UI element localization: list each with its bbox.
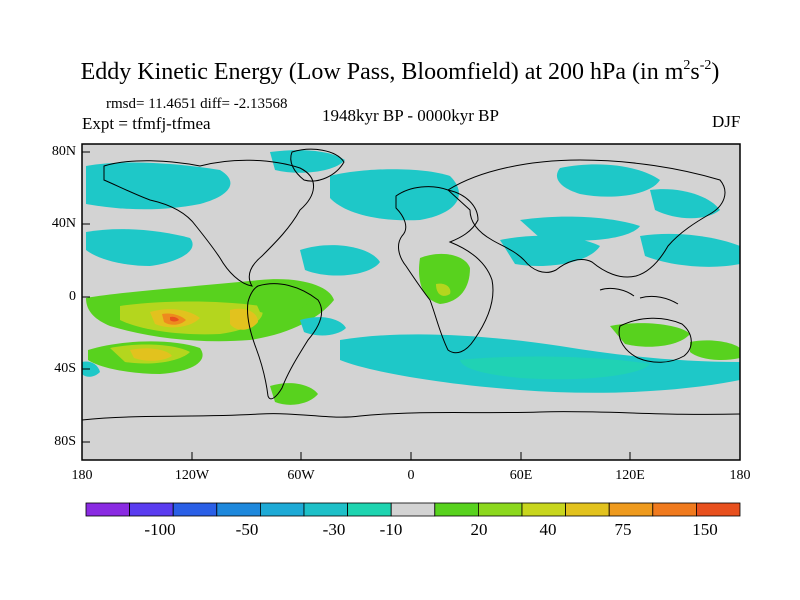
coastlines: [81, 148, 741, 421]
field-s-america-yellow: [230, 308, 258, 330]
colorbar-label-8: 150: [692, 520, 718, 539]
coast-greenland: [290, 148, 345, 182]
lon-label-120w: 120W: [174, 468, 210, 483]
season-label: DJF: [712, 112, 741, 131]
field-n-pacific2-cyan: [86, 229, 193, 266]
field-central-cyan: [300, 245, 380, 276]
coast-indonesia: [599, 287, 679, 305]
coast-australia: [618, 317, 692, 363]
field-n-pacific-cyan: [86, 162, 231, 210]
coast-antarctica: [81, 411, 741, 421]
coast-asia: [447, 159, 726, 278]
lat-label-80s: 80S: [54, 434, 76, 449]
lon-label-120e: 120E: [615, 468, 645, 483]
lon-label-60e: 60E: [509, 468, 533, 483]
colorbar-swatch-14: [652, 502, 697, 517]
colorbar-swatch-8: [390, 502, 436, 517]
field-arctic-cyan: [270, 150, 345, 173]
lat-ticks: [82, 151, 90, 443]
field-africa-yellowgreen: [436, 283, 451, 296]
anomaly-fields: [82, 150, 740, 405]
field-africa-green: [418, 253, 470, 304]
colorbar: [85, 502, 741, 517]
colorbar-label-1: -100: [144, 520, 176, 539]
colorbar-swatch-2: [129, 502, 174, 517]
lon-label-180e: 180: [729, 468, 751, 483]
field-s-pacific-yellow: [130, 348, 172, 361]
colorbar-swatch-5: [259, 502, 305, 517]
lat-label-40n: 40N: [51, 216, 76, 231]
lat-label-0: 0: [69, 289, 76, 304]
colorbar-label-5: 20: [470, 520, 488, 539]
colorbar-label-6: 40: [539, 520, 557, 539]
field-s-indian-teal: [460, 356, 650, 380]
period-label: 1948kyr BP - 0000kyr BP: [322, 106, 499, 125]
field-n-asia-cyan: [556, 164, 660, 197]
lat-label-40s: 40S: [54, 361, 76, 376]
field-w-pacific-cyan-s: [82, 361, 100, 377]
colorbar-swatch-7: [347, 502, 392, 517]
colorbar-swatch-3: [172, 502, 218, 517]
lon-ticks: [81, 452, 741, 460]
field-ne-asia-cyan: [650, 189, 720, 219]
field-s-atlantic-cyan: [300, 317, 346, 336]
colorbar-swatch-12: [565, 502, 610, 517]
stats-label: rmsd= 11.4651 diff= -2.13568: [106, 96, 288, 112]
field-s-america-green: [250, 285, 310, 315]
colorbar-swatch-10: [477, 502, 523, 517]
coast-south-america: [247, 283, 323, 400]
chart-title: Eddy Kinetic Energy (Low Pass, Bloomfiel…: [80, 58, 720, 85]
field-australia-green: [610, 323, 690, 347]
colorbar-swatch-11: [521, 502, 566, 517]
colorbar-label-4: -10: [379, 520, 403, 539]
lon-label-180w: 180: [71, 468, 93, 483]
colorbar-label-7: 75: [614, 520, 632, 539]
lon-label-60w: 60W: [287, 468, 315, 483]
field-w-pacific-cyan: [640, 233, 740, 267]
field-n-atlantic-cyan: [330, 169, 459, 221]
experiment-label: Expt = tfmfj-tfmea: [82, 114, 211, 133]
colorbar-swatch-9: [434, 502, 479, 517]
colorbar-swatch-15: [696, 502, 741, 517]
lat-label-80n: 80N: [51, 144, 76, 159]
coast-north-america: [103, 159, 314, 287]
lon-label-0: 0: [407, 468, 415, 483]
field-asia-cyan: [520, 216, 640, 241]
colorbar-swatch-4: [216, 502, 261, 517]
coast-europe-africa: [395, 186, 494, 354]
colorbar-swatch-1: [85, 502, 130, 517]
field-s-indian-green: [690, 340, 740, 360]
field-tropical-pacific-red: [170, 316, 179, 322]
colorbar-swatch-13: [608, 502, 654, 517]
colorbar-label-3: -30: [322, 520, 346, 539]
colorbar-swatch-6: [303, 502, 348, 517]
field-mideast-cyan: [500, 235, 600, 266]
colorbar-label-2: -50: [235, 520, 259, 539]
